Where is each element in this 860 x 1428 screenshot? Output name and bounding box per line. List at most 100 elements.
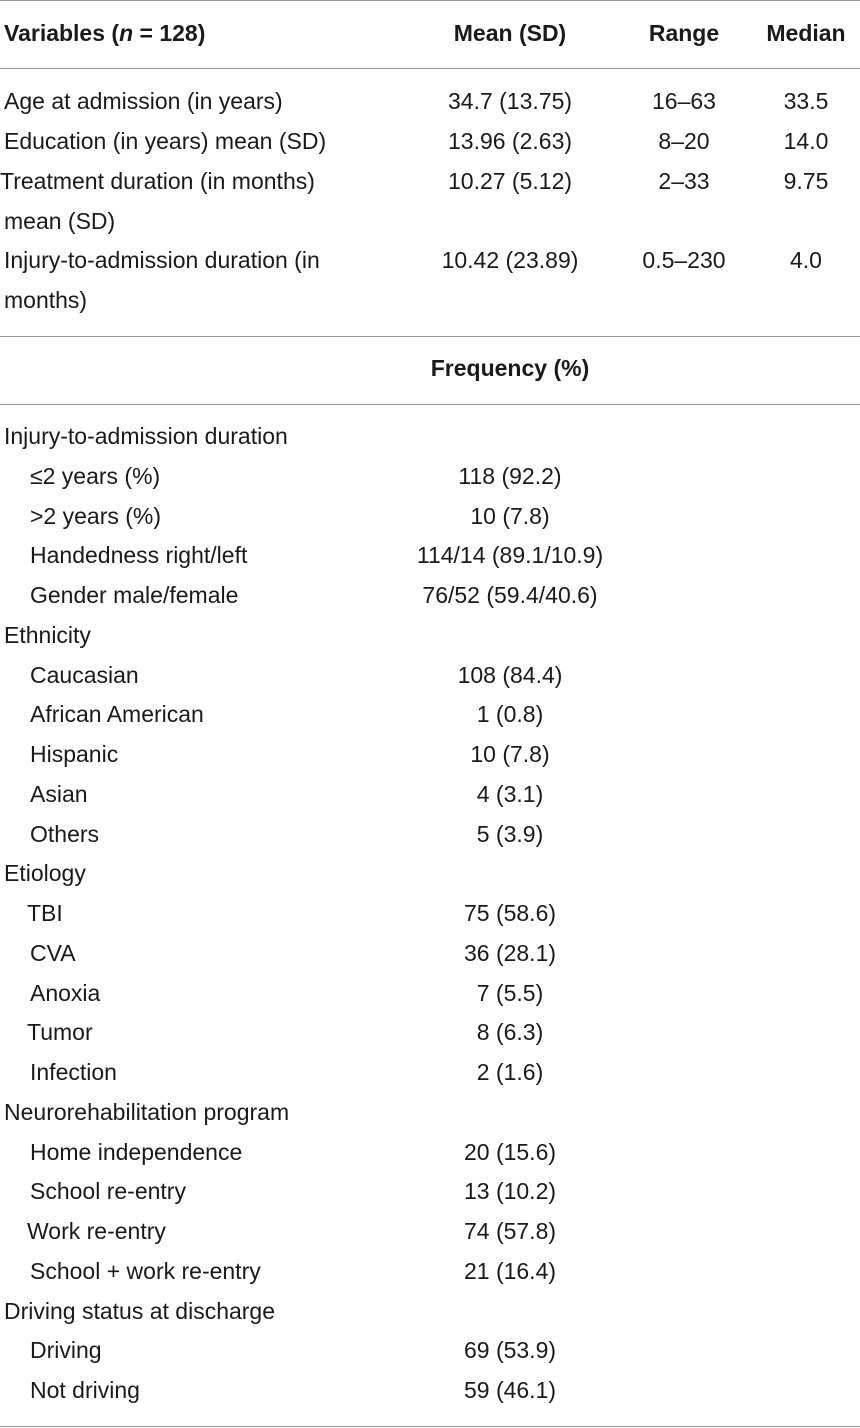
row-label: School re-entry [30, 1178, 186, 1205]
row-label: School + work re-entry [30, 1257, 261, 1284]
category-label: Neurorehabilitation program [4, 1098, 290, 1125]
section-rule [0, 336, 860, 337]
row-label: ≤2 years (%) [30, 462, 161, 489]
table-row: Tumor 8 (6.3) [0, 1012, 860, 1052]
row-frequency: 2 (1.6) [476, 1059, 544, 1085]
table-bottom-rule [0, 1426, 860, 1427]
table-row: Driving 69 (53.9) [0, 1330, 860, 1370]
category-row: Injury-to-admission duration [0, 416, 860, 456]
category-label: Driving status at discharge [4, 1297, 276, 1324]
row-frequency: 114/14 (89.1/10.9) [416, 542, 604, 569]
table-row: Injury-to-admission duration (in 10.42 (… [0, 240, 860, 280]
table-row: School re-entry 13 (10.2) [0, 1171, 860, 1211]
row-frequency: 8 (6.3) [476, 1019, 544, 1046]
row-frequency: 108 (84.4) [457, 661, 563, 688]
row-label: Home independence [30, 1138, 243, 1165]
header-median: Median [766, 20, 846, 46]
row-median: 9.75 [783, 168, 829, 194]
row-label: Infection [30, 1059, 117, 1085]
row-label: TBI [27, 900, 63, 926]
table-row: Treatment duration (in months) 10.27 (5.… [0, 161, 860, 201]
row-frequency: 36 (28.1) [463, 939, 557, 966]
table-row: Home independence 20 (15.6) [0, 1132, 860, 1172]
frequency-header-row: Frequency (%) [0, 348, 860, 388]
category-label: Ethnicity [4, 621, 91, 648]
row-label: Caucasian [30, 661, 139, 688]
row-frequency: 10 (7.8) [470, 502, 550, 529]
table-row: CVA 36 (28.1) [0, 933, 860, 973]
table-row: ≤2 years (%) 118 (92.2) [0, 456, 860, 496]
row-frequency: 75 (58.6) [463, 900, 557, 926]
row-range: 0.5–230 [642, 247, 726, 273]
row-frequency: 69 (53.9) [463, 1337, 557, 1364]
row-frequency: 4 (3.1) [476, 780, 544, 807]
header-range: Range [648, 20, 720, 46]
table-row: Asian 4 (3.1) [0, 774, 860, 814]
table-row: School + work re-entry 21 (16.4) [0, 1251, 860, 1291]
table-row: Handedness right/left 114/14 (89.1/10.9) [0, 535, 860, 575]
table-header-row: Variables (n = 128) Mean (SD) Range Medi… [0, 0, 860, 66]
row-label: Gender male/female [30, 582, 239, 608]
table-row: Work re-entry 74 (57.8) [0, 1211, 860, 1251]
header-mean-sd: Mean (SD) [453, 20, 567, 46]
row-label: Others [30, 820, 100, 847]
header-rule [0, 68, 860, 69]
row-frequency: 1 (0.8) [476, 701, 544, 728]
row-frequency: 13 (10.2) [463, 1178, 557, 1205]
category-row: Driving status at discharge [0, 1291, 860, 1331]
row-median: 14.0 [783, 128, 829, 154]
header-variables: Variables (n = 128) [4, 20, 206, 46]
table-row: TBI 75 (58.6) [0, 893, 860, 933]
category-row: Neurorehabilitation program [0, 1092, 860, 1132]
table-row: Infection 2 (1.6) [0, 1052, 860, 1092]
row-frequency: 59 (46.1) [463, 1377, 557, 1403]
row-mean: 10.27 (5.12) [447, 168, 573, 194]
row-frequency: 21 (16.4) [463, 1257, 557, 1284]
table-row: Caucasian 108 (84.4) [0, 655, 860, 695]
row-label: Work re-entry [27, 1218, 166, 1244]
row-label: >2 years (%) [30, 502, 162, 529]
row-range: 2–33 [658, 168, 710, 194]
category-row: Ethnicity [0, 615, 860, 655]
table-row: African American 1 (0.8) [0, 694, 860, 734]
category-row: Etiology [0, 853, 860, 893]
row-label: Driving [30, 1337, 102, 1364]
table-row: Gender male/female 76/52 (59.4/40.6) [0, 575, 860, 615]
category-label: Etiology [4, 860, 86, 887]
row-mean: 13.96 (2.63) [447, 128, 573, 154]
row-label: Treatment duration (in months) [0, 168, 315, 194]
frequency-header-rule [0, 404, 860, 405]
table-row: Hispanic 10 (7.8) [0, 734, 860, 774]
row-label-continued: mean (SD) [4, 208, 116, 234]
table-row: Education (in years) mean (SD) 13.96 (2.… [0, 121, 860, 161]
row-label: Handedness right/left [30, 542, 248, 569]
table-row: Age at admission (in years) 34.7 (13.75)… [0, 81, 860, 121]
row-frequency: 20 (15.6) [463, 1138, 557, 1165]
row-label: Education (in years) mean (SD) [4, 128, 327, 154]
row-mean: 34.7 (13.75) [447, 88, 573, 114]
row-median: 33.5 [783, 88, 829, 114]
table-row: Not driving 59 (46.1) [0, 1370, 860, 1410]
table-row-continued: months) [0, 280, 860, 320]
table-row: >2 years (%) 10 (7.8) [0, 496, 860, 536]
row-frequency: 10 (7.8) [470, 741, 550, 767]
row-label: Injury-to-admission duration (in [4, 247, 320, 273]
row-frequency: 5 (3.9) [476, 820, 544, 847]
row-median: 4.0 [790, 247, 822, 273]
row-frequency: 7 (5.5) [476, 979, 544, 1006]
row-range: 16–63 [652, 88, 716, 114]
category-label: Injury-to-admission duration [4, 423, 288, 449]
row-label: Anoxia [30, 979, 101, 1006]
header-frequency: Frequency (%) [430, 355, 590, 381]
row-label: Asian [30, 780, 88, 807]
table-row: Others 5 (3.9) [0, 814, 860, 854]
table-row-continued: mean (SD) [0, 201, 860, 241]
row-label-continued: months) [4, 287, 88, 313]
row-label: Tumor [27, 1019, 93, 1046]
row-frequency: 76/52 (59.4/40.6) [422, 582, 598, 608]
row-label: CVA [30, 939, 76, 966]
row-label: Age at admission (in years) [4, 88, 283, 114]
row-mean: 10.42 (23.89) [441, 247, 579, 273]
row-label: Hispanic [30, 741, 119, 767]
row-label: Not driving [30, 1377, 140, 1403]
